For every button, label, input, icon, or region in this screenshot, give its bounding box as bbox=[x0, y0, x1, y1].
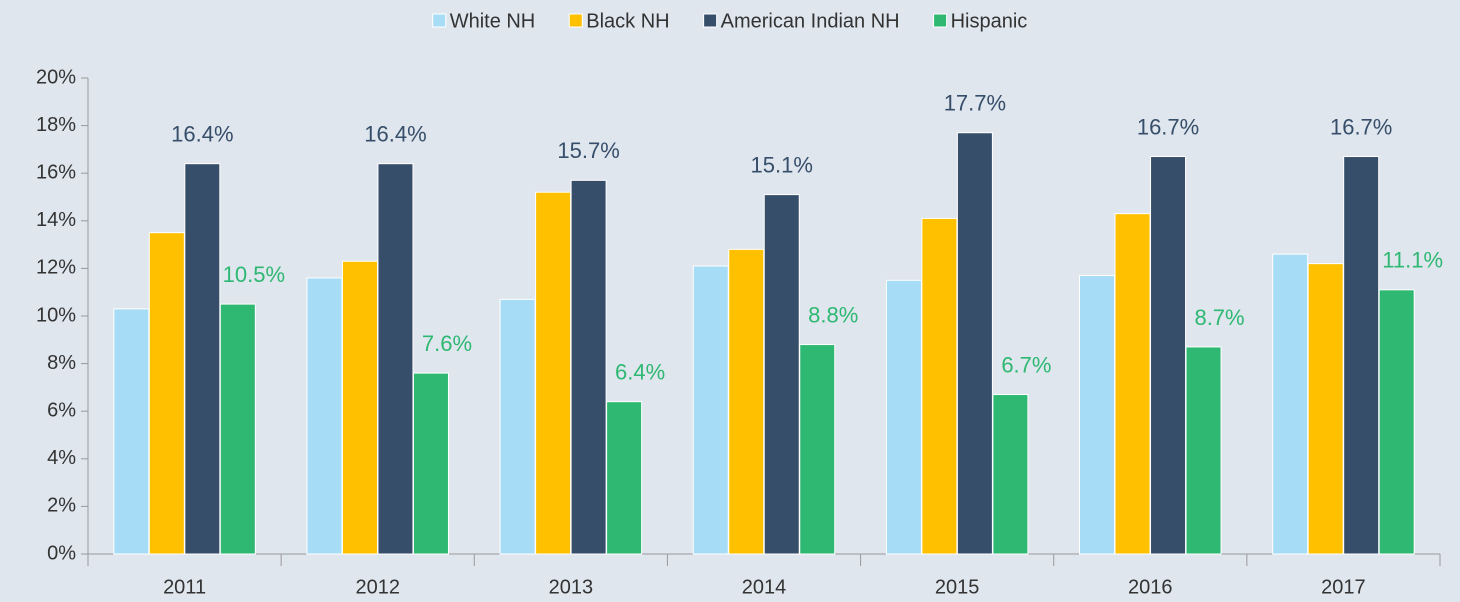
legend-label: White NH bbox=[450, 10, 536, 32]
x-tick-label: 2014 bbox=[742, 576, 787, 598]
y-tick-label: 8% bbox=[47, 352, 76, 374]
value-label: 16.4% bbox=[364, 121, 426, 146]
value-label: 16.7% bbox=[1137, 114, 1199, 139]
y-tick-label: 12% bbox=[36, 257, 76, 279]
value-label: 16.4% bbox=[171, 121, 233, 146]
bar bbox=[1150, 156, 1187, 555]
value-label: 17.7% bbox=[944, 91, 1006, 116]
x-tick-label: 2015 bbox=[935, 576, 980, 598]
bar bbox=[1378, 289, 1415, 555]
bar bbox=[1185, 346, 1222, 555]
bar bbox=[956, 132, 993, 555]
bar bbox=[606, 401, 643, 555]
bar bbox=[535, 191, 572, 555]
bar bbox=[412, 372, 449, 555]
y-tick-label: 10% bbox=[36, 304, 76, 326]
x-tick-label: 2012 bbox=[355, 576, 400, 598]
y-tick-label: 14% bbox=[36, 209, 76, 231]
bar bbox=[377, 163, 414, 555]
x-tick-label: 2016 bbox=[1128, 576, 1173, 598]
bar bbox=[921, 217, 958, 555]
bar bbox=[1079, 275, 1116, 555]
bar bbox=[184, 163, 221, 555]
bar bbox=[799, 344, 836, 555]
y-tick-label: 2% bbox=[47, 495, 76, 517]
legend-swatch bbox=[568, 13, 583, 28]
legend-label: American Indian NH bbox=[721, 10, 900, 32]
bar bbox=[1307, 263, 1344, 555]
legend-swatch bbox=[933, 13, 948, 28]
value-label: 15.7% bbox=[557, 138, 619, 163]
bar bbox=[692, 265, 729, 555]
value-label: 7.6% bbox=[422, 331, 472, 356]
bar bbox=[1343, 156, 1380, 555]
bar bbox=[148, 232, 185, 555]
bar bbox=[763, 194, 800, 555]
value-label: 6.4% bbox=[615, 359, 665, 384]
bar bbox=[219, 303, 256, 555]
y-tick-label: 20% bbox=[36, 66, 76, 88]
y-tick-label: 4% bbox=[47, 447, 76, 469]
x-tick-label: 2013 bbox=[549, 576, 594, 598]
bar bbox=[499, 298, 536, 555]
legend-swatch bbox=[432, 13, 447, 28]
bar bbox=[728, 248, 765, 555]
legend-label: Hispanic bbox=[951, 10, 1028, 32]
value-label: 8.7% bbox=[1194, 305, 1244, 330]
bar bbox=[113, 308, 150, 555]
bar bbox=[992, 394, 1029, 555]
value-label: 11.1% bbox=[1382, 248, 1443, 273]
bar bbox=[341, 260, 378, 555]
value-label: 15.1% bbox=[751, 152, 813, 177]
bar bbox=[1272, 253, 1309, 555]
bar bbox=[570, 179, 607, 555]
value-label: 8.8% bbox=[808, 302, 858, 327]
value-label: 6.7% bbox=[1001, 352, 1051, 377]
y-tick-label: 6% bbox=[47, 399, 76, 421]
value-label: 16.7% bbox=[1330, 114, 1392, 139]
y-tick-label: 0% bbox=[47, 542, 76, 564]
x-tick-label: 2011 bbox=[163, 576, 206, 598]
y-tick-label: 16% bbox=[36, 161, 76, 183]
y-tick-label: 18% bbox=[36, 114, 76, 136]
bar bbox=[306, 277, 343, 555]
value-label: 10.5% bbox=[223, 262, 285, 287]
bar bbox=[885, 279, 922, 555]
x-tick-label: 2017 bbox=[1321, 576, 1366, 598]
legend-label: Black NH bbox=[586, 10, 669, 32]
bar bbox=[1114, 213, 1151, 555]
legend-swatch bbox=[703, 13, 718, 28]
